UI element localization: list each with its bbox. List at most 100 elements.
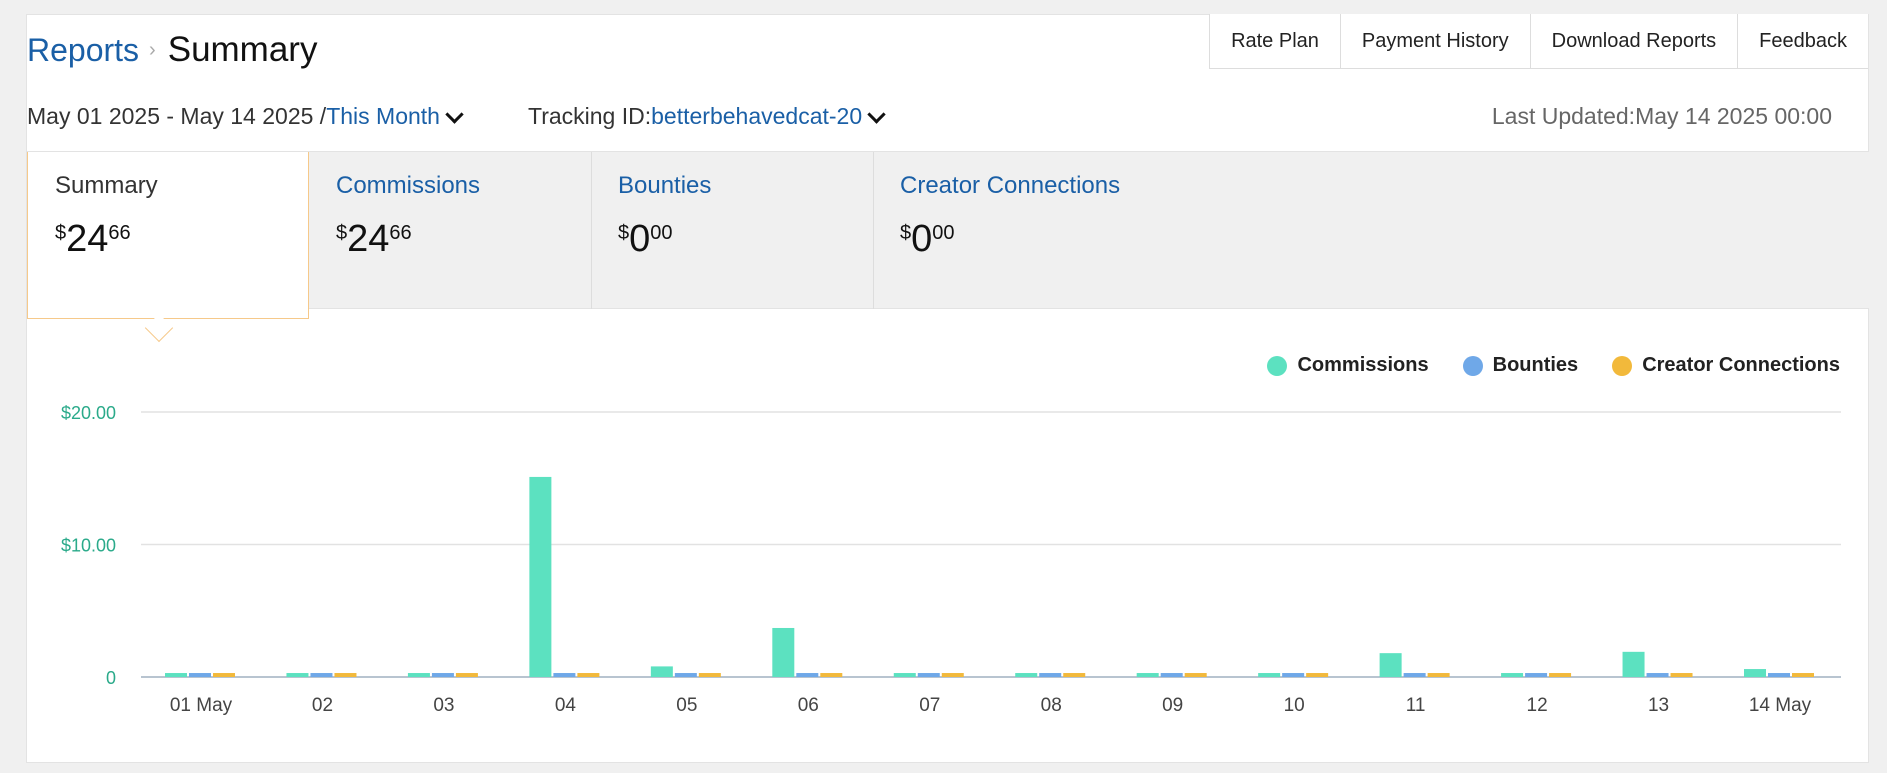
creator-connections-bar[interactable] xyxy=(941,673,964,677)
page-title: Summary xyxy=(167,30,318,69)
commissions-bar[interactable] xyxy=(529,476,552,677)
x-tick-label: 05 xyxy=(676,695,697,716)
commissions-bar[interactable] xyxy=(407,673,430,677)
x-tick-label: 07 xyxy=(919,695,940,716)
legend-label: Bounties xyxy=(1492,354,1579,376)
date-range: May 01 2025 - May 14 2025 /This Month xyxy=(27,103,467,130)
breadcrumb-reports-link[interactable]: Reports xyxy=(27,31,140,68)
tab-label[interactable]: Bounties xyxy=(618,172,712,199)
bounties-bar[interactable] xyxy=(1403,673,1426,677)
tab-divider xyxy=(591,152,592,309)
bounties-bar[interactable] xyxy=(1039,673,1062,677)
legend-label: Commissions xyxy=(1297,354,1429,376)
creator-connections-bar[interactable] xyxy=(213,673,235,677)
commissions-bar[interactable] xyxy=(286,673,309,677)
tab-bounties[interactable]: Bounties $000 xyxy=(591,152,873,309)
commissions-bar[interactable] xyxy=(165,673,187,677)
legend-item-creator-connections: Creator Connections xyxy=(1612,354,1840,377)
chevron-down-icon[interactable] xyxy=(867,105,886,125)
x-tick-label: 09 xyxy=(1162,695,1183,716)
x-tick-label: 02 xyxy=(312,695,333,716)
rate-plan-link[interactable]: Rate Plan xyxy=(1209,14,1340,69)
commissions-bar[interactable] xyxy=(893,673,916,677)
bounties-bar[interactable] xyxy=(1160,673,1183,677)
commissions-bar[interactable] xyxy=(1622,651,1645,677)
x-tick-label: 10 xyxy=(1284,695,1305,716)
creator-connections-bar[interactable] xyxy=(1792,673,1814,677)
creator-connections-bar[interactable] xyxy=(1306,673,1329,677)
bounties-bar[interactable] xyxy=(431,673,454,677)
creator-connections-dot-icon xyxy=(1612,355,1633,376)
creator-connections-bar[interactable] xyxy=(577,673,600,677)
bounties-dot-icon xyxy=(1462,355,1483,376)
commissions-bar[interactable] xyxy=(1501,673,1524,677)
filter-row: May 01 2025 - May 14 2025 /This Month Tr… xyxy=(27,98,1832,138)
commissions-dot-icon xyxy=(1267,355,1288,376)
bounties-bar[interactable] xyxy=(310,673,333,677)
bounties-bar[interactable] xyxy=(1282,673,1305,677)
tab-amount: $000 xyxy=(900,218,955,260)
summary-tabs: Summary $2466 Commissions $2466 Bounties… xyxy=(27,151,1869,319)
creator-connections-bar[interactable] xyxy=(1063,673,1086,677)
commissions-bar[interactable] xyxy=(1015,673,1038,677)
bounties-bar[interactable] xyxy=(674,673,697,677)
creator-connections-bar[interactable] xyxy=(820,673,843,677)
y-tick-label: $10.00 xyxy=(61,536,116,556)
tab-amount: $2466 xyxy=(55,218,131,260)
tab-label[interactable]: Creator Connections xyxy=(900,172,1121,199)
x-tick-label: 13 xyxy=(1648,695,1669,716)
x-tick-label: 06 xyxy=(798,695,819,716)
tab-label[interactable]: Commissions xyxy=(336,172,481,199)
creator-connections-bar[interactable] xyxy=(698,673,721,677)
legend-item-commissions: Commissions xyxy=(1267,354,1429,377)
creator-connections-bar[interactable] xyxy=(334,673,357,677)
tracking-label: Tracking ID: xyxy=(528,103,652,129)
creator-connections-bar[interactable] xyxy=(1427,673,1450,677)
commissions-bar[interactable] xyxy=(650,666,673,677)
commissions-bar[interactable] xyxy=(1744,669,1766,677)
last-updated: Last Updated:May 14 2025 00:00 xyxy=(1491,103,1832,129)
bounties-bar[interactable] xyxy=(1768,673,1790,677)
creator-connections-bar[interactable] xyxy=(1184,673,1207,677)
commissions-bar[interactable] xyxy=(1258,673,1281,677)
creator-connections-bar[interactable] xyxy=(1549,673,1572,677)
creator-connections-bar[interactable] xyxy=(455,673,478,677)
commissions-bar[interactable] xyxy=(772,627,795,677)
download-reports-link[interactable]: Download Reports xyxy=(1529,14,1738,69)
date-range-text: May 01 2025 - May 14 2025 / xyxy=(27,103,327,129)
tab-amount: $2466 xyxy=(336,218,412,260)
y-tick-label: 0 xyxy=(106,668,116,688)
feedback-link[interactable]: Feedback xyxy=(1737,14,1868,69)
bounties-bar[interactable] xyxy=(189,673,211,677)
tracking-id: Tracking ID:betterbehavedcat-20 xyxy=(528,103,889,130)
creator-connections-bar[interactable] xyxy=(1670,673,1693,677)
bounties-bar[interactable] xyxy=(796,673,819,677)
bounties-bar[interactable] xyxy=(1646,673,1669,677)
chevron-down-icon[interactable] xyxy=(445,105,464,125)
summary-card xyxy=(26,14,1869,763)
payment-history-link[interactable]: Payment History xyxy=(1339,14,1530,69)
tracking-id-dropdown[interactable]: betterbehavedcat-20 xyxy=(651,103,863,129)
top-links: Rate Plan Payment History Download Repor… xyxy=(1209,14,1868,69)
bounties-bar[interactable] xyxy=(553,673,576,677)
x-tick-label: 14 May xyxy=(1749,695,1812,716)
tab-label: Summary xyxy=(55,172,158,199)
tab-amount: $000 xyxy=(618,218,673,260)
chart-legend: Commissions Bounties Creator Connections xyxy=(1233,354,1840,377)
breadcrumb-separator-icon: › xyxy=(149,38,156,61)
tab-creator-connections[interactable]: Creator Connections $000 xyxy=(873,152,1273,309)
tab-divider xyxy=(873,152,874,309)
tab-commissions[interactable]: Commissions $2466 xyxy=(309,152,591,309)
tab-summary[interactable]: Summary $2466 xyxy=(27,152,309,319)
commissions-bar[interactable] xyxy=(1379,653,1402,677)
y-tick-label: $20.00 xyxy=(61,403,116,423)
x-tick-label: 03 xyxy=(433,695,454,716)
bounties-bar[interactable] xyxy=(1525,673,1548,677)
commissions-bar[interactable] xyxy=(1136,673,1159,677)
x-tick-label: 01 May xyxy=(170,695,233,716)
period-dropdown[interactable]: This Month xyxy=(326,103,440,129)
x-tick-label: 12 xyxy=(1527,695,1548,716)
x-tick-label: 11 xyxy=(1406,695,1426,716)
legend-label: Creator Connections xyxy=(1642,354,1840,376)
bounties-bar[interactable] xyxy=(917,673,940,677)
